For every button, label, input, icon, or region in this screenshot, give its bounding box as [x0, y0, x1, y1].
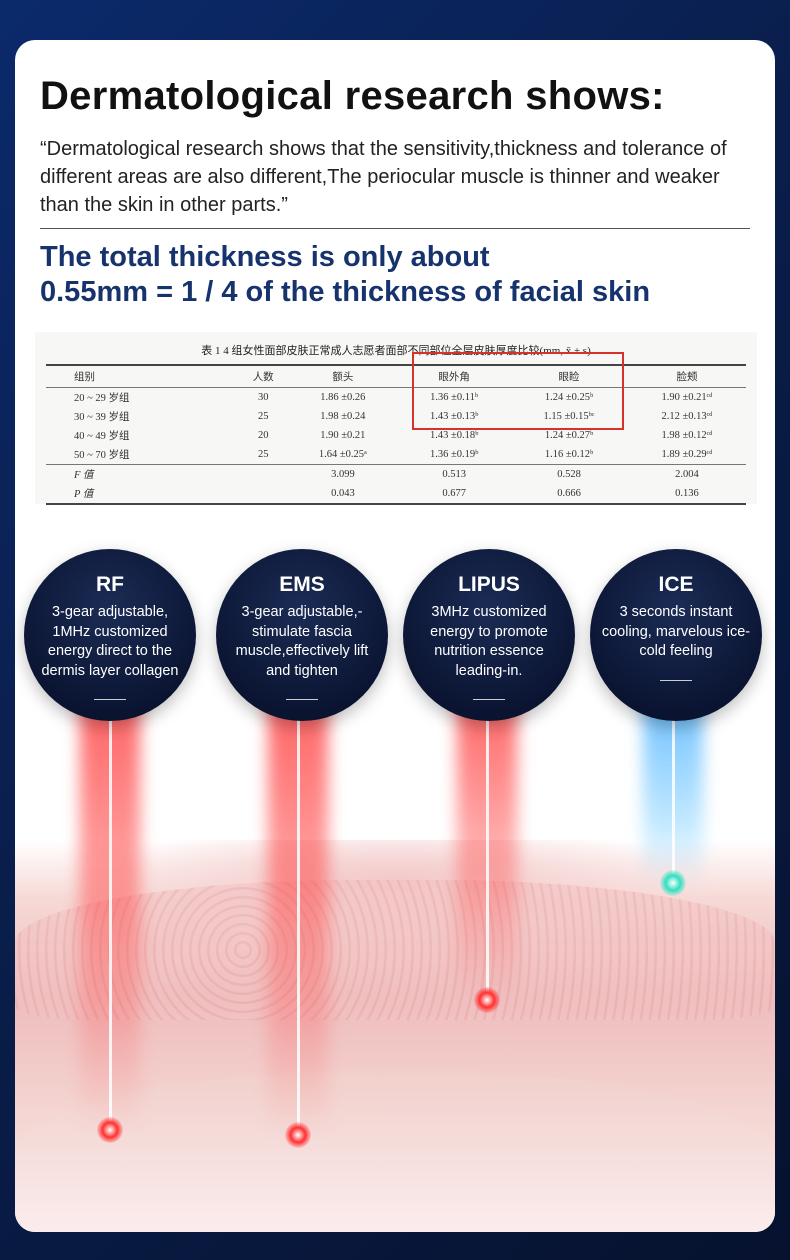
- table-cell: 2.004: [627, 464, 746, 484]
- research-quote: “Dermatological research shows that the …: [40, 138, 727, 216]
- skin-layers-illustration: [15, 840, 775, 1232]
- feature-circle-ems: EMS 3-gear adjustable,-stimulate fascia m…: [216, 549, 388, 721]
- table-cell: 0.513: [398, 464, 511, 484]
- table-cell: 30 ~ 39 岁组: [74, 412, 130, 423]
- feature-description: 3MHz customized energy to promote nutrit…: [430, 604, 548, 679]
- feature-circle-lipus: LIPUS 3MHz customized energy to promote n…: [403, 549, 575, 721]
- skin-cell-layer: [15, 880, 775, 1020]
- table-caption: 表 1 4 组女性面部皮肤正常成人志愿者面部不同部位全层皮肤厚度比较(mm, x…: [201, 345, 591, 357]
- table-cell: 20: [257, 430, 269, 441]
- table-cell: 25: [257, 449, 269, 460]
- table-cell: 40 ~ 49 岁组: [74, 431, 130, 442]
- table-cell: 1.15 ±0.15ᵇᶜ: [543, 411, 595, 422]
- table-cell: 1.98 ±0.24: [320, 411, 366, 422]
- table-cell: 3.099: [287, 464, 399, 484]
- feature-description: 3-gear adjustable,-stimulate fascia musc…: [235, 604, 369, 679]
- feature-circle-rf: RF 3-gear adjustable, 1MHz customized ene…: [24, 549, 196, 721]
- table-cell: 1.43 ±0.13ᵇ: [429, 411, 479, 422]
- table-cell: 1.90 ±0.21ᶜᵈ: [661, 392, 713, 403]
- table-header-cell: 眼睑: [510, 365, 628, 388]
- table-cell: 50 ~ 70 岁组: [74, 450, 130, 461]
- beam-core: [486, 720, 489, 1000]
- thickness-heading: The total thickness is only about 0.55mm…: [40, 240, 650, 310]
- table-cell: 1.43 ±0.18ᵇ: [429, 430, 479, 441]
- energy-point-icon: [660, 870, 686, 896]
- table-header-cell: 人数: [238, 365, 288, 388]
- table-cell: 1.24 ±0.27ᵇ: [544, 430, 594, 441]
- beam-core: [297, 720, 300, 1135]
- table-cell: 0.043: [331, 488, 355, 499]
- table-cell: 0.666: [557, 488, 581, 499]
- skin-thickness-table: 表 1 4 组女性面部皮肤正常成人志愿者面部不同部位全层皮肤厚度比较(mm, x…: [35, 332, 757, 505]
- table-row: P 值 0.043 0.677 0.666 0.136: [46, 484, 746, 504]
- table-cell: 1.86 ±0.26: [320, 392, 366, 403]
- highlight-box: [412, 352, 624, 430]
- feature-description: 3 seconds instant cooling, marvelous ice…: [601, 604, 751, 659]
- table-header-cell: 额头: [287, 365, 399, 388]
- table-cell: 1.16 ±0.12ᵇ: [544, 449, 594, 460]
- table-cell: 0.136: [675, 488, 699, 499]
- table-cell: F 值: [46, 464, 239, 484]
- feature-underline: [94, 699, 126, 700]
- table-cell: 25: [257, 411, 269, 422]
- table-cell: 1.90 ±0.21: [320, 430, 366, 441]
- table-cell: 0.528: [510, 464, 628, 484]
- table-cell: P 值: [74, 489, 94, 500]
- table-cell: [238, 464, 288, 484]
- feature-underline: [660, 679, 692, 681]
- beam-core: [109, 720, 112, 1130]
- table-cell: 1.64 ±0.25ᵃ: [318, 449, 367, 460]
- feature-title: ICE: [658, 573, 694, 596]
- feature-title: LIPUS: [458, 573, 520, 596]
- feature-description: 3-gear adjustable, 1MHz customized energ…: [41, 604, 179, 679]
- table-cell: 1.98 ±0.12ᶜᵈ: [661, 430, 713, 441]
- table-cell: 20 ~ 29 岁组: [74, 393, 130, 404]
- feature-title: EMS: [279, 573, 325, 596]
- data-table: 组别 人数 额头 眼外角 眼睑 脸颊 20 ~ 29 岁组 30 1.86 ±0.26 1.36…: [46, 364, 746, 505]
- table-row: 20 ~ 29 岁组 30 1.86 ±0.26 1.36 ±0.11ᵇ 1.24 ±0…: [46, 388, 746, 408]
- feature-title: RF: [96, 573, 124, 596]
- table-header-cell: 眼外角: [398, 365, 511, 388]
- table-row: 50 ~ 70 岁组 25 1.64 ±0.25ᵃ 1.36 ±0.19ᵇ 1.16 ±…: [46, 445, 746, 465]
- table-cell: 1.36 ±0.11ᵇ: [430, 392, 479, 403]
- table-cell: 1.36 ±0.19ᵇ: [429, 449, 479, 460]
- thickness-line-1: The total thickness is only about: [40, 241, 490, 273]
- table-header-row: 组别 人数 额头 眼外角 眼睑 脸颊: [46, 365, 746, 388]
- table-row: 40 ~ 49 岁组 20 1.90 ±0.21 1.43 ±0.18ᵇ 1.24 ±0…: [46, 426, 746, 445]
- table-cell: [239, 484, 287, 504]
- energy-point-icon: [285, 1122, 311, 1148]
- feature-underline: [473, 699, 505, 700]
- table-header-cell: 脸颊: [627, 365, 746, 388]
- table-cell: 2.12 ±0.13ᶜᵈ: [661, 411, 713, 422]
- table-cell: 30: [257, 392, 269, 403]
- energy-point-icon: [474, 987, 500, 1013]
- dermis-layer: [15, 1070, 775, 1232]
- divider: [40, 228, 750, 229]
- table-row: 30 ~ 39 岁组 25 1.98 ±0.24 1.43 ±0.13ᵇ 1.15 ±0…: [46, 407, 746, 426]
- beam-core: [672, 720, 675, 883]
- table-cell: 1.24 ±0.25ᵇ: [544, 392, 594, 403]
- thickness-line-2: 0.55mm = 1 / 4 of the thickness of facia…: [40, 276, 651, 308]
- table-cell: 0.677: [442, 488, 466, 499]
- table-header-cell: 组别: [46, 365, 239, 388]
- content-card: Dermatological research shows: “Dermatol…: [15, 40, 775, 1232]
- feature-circle-ice: ICE 3 seconds instant cooling, marvelous …: [590, 549, 762, 721]
- table-cell: 1.89 ±0.29ᶜᵈ: [661, 449, 713, 460]
- page-title: Dermatological research shows:: [40, 74, 665, 118]
- feature-underline: [286, 699, 318, 700]
- energy-point-icon: [97, 1117, 123, 1143]
- table-row: F 值 3.099 0.513 0.528 2.004: [46, 464, 746, 484]
